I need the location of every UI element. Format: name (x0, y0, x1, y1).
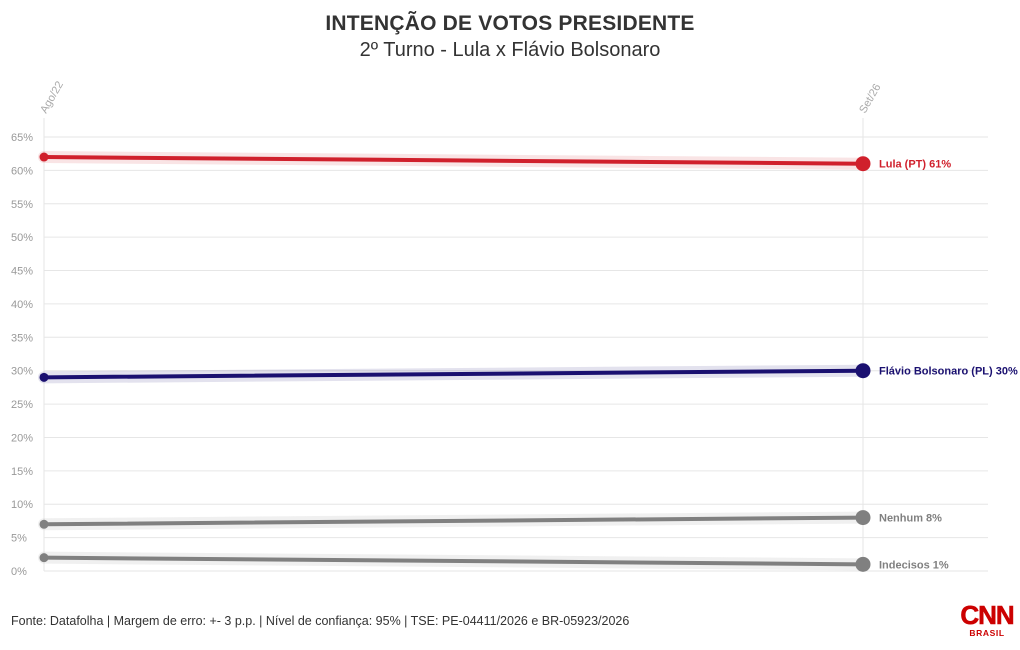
series-lines (38, 151, 871, 572)
series-end-label: Flávio Bolsonaro (PL) 30% (879, 366, 1018, 378)
y-tick-label: 40% (11, 299, 33, 311)
y-tick-label: 15% (11, 466, 33, 478)
series-line (42, 515, 865, 527)
series-line (42, 368, 865, 380)
y-tick-label: 45% (11, 266, 33, 278)
cnn-brasil-logo: CNN BRASIL (960, 600, 1015, 642)
series-line (42, 155, 865, 166)
y-tick-label: 5% (11, 533, 27, 545)
series-end-label: Indecisos 1% (879, 559, 949, 571)
y-tick-label: 20% (11, 432, 33, 444)
series-end-point (855, 363, 871, 379)
logo-cnn-text: CNN (960, 600, 1015, 630)
series-end-point (855, 510, 871, 526)
series-line (42, 555, 865, 567)
grid-lines (43, 118, 988, 572)
source-note: Fonte: Datafolha | Margem de erro: +- 3 … (11, 614, 630, 628)
series-end-label: Lula (PT) 61% (879, 159, 951, 171)
y-tick-label: 65% (11, 132, 33, 144)
logo-brasil-text: BRASIL (969, 628, 1005, 638)
series-end-point (855, 156, 871, 172)
chart-subtitle: 2º Turno - Lula x Flávio Bolsonaro (359, 39, 661, 61)
series-point (39, 553, 49, 563)
series-end-labels: Lula (PT) 61% Flávio Bolsonaro (PL) 30% Ne… (879, 159, 1018, 572)
series-point (39, 372, 49, 382)
y-tick-label: 55% (11, 199, 33, 211)
y-tick-label: 60% (11, 165, 33, 177)
y-tick-label: 25% (11, 399, 33, 411)
x-tick-label: Ago/22 (38, 79, 66, 115)
x-tick-label: Set/26 (857, 82, 883, 116)
y-axis-ticks: 0% 5% 10% 15% 20% 25% 30% 35% 40% 45% 50% 55% 60% 65% (11, 132, 33, 578)
series-point (39, 519, 49, 529)
y-tick-label: 50% (11, 232, 33, 244)
y-tick-label: 10% (11, 499, 33, 511)
chart-title: INTENÇÃO DE VOTOS PRESIDENTE (325, 12, 695, 35)
y-tick-label: 30% (11, 366, 33, 378)
series-end-label: Nenhum 8% (879, 513, 942, 525)
y-tick-label: 35% (11, 332, 33, 344)
series-point (39, 152, 49, 162)
line-chart: 0% 5% 10% 15% 20% 25% 30% 35% 40% 45% 50% 55% 60% 65%… (11, 79, 1018, 578)
x-axis-ticks: Ago/22 Set/26 (38, 79, 883, 115)
series-end-point (855, 556, 871, 572)
y-tick-label: 0% (11, 566, 27, 578)
